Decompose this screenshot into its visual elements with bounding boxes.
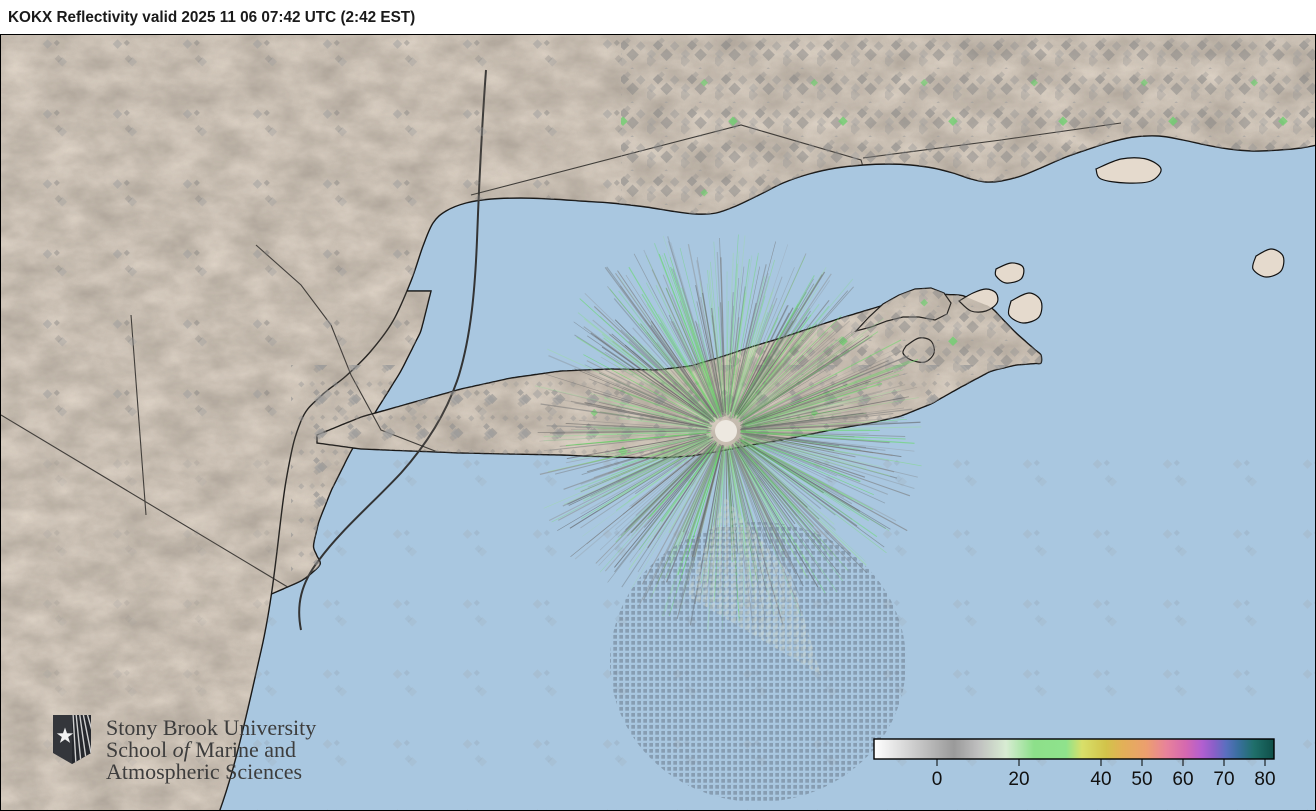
svg-text:50: 50 bbox=[1131, 769, 1152, 790]
svg-text:20: 20 bbox=[1008, 769, 1029, 790]
svg-text:60: 60 bbox=[1172, 769, 1193, 790]
svg-text:0: 0 bbox=[932, 769, 943, 790]
svg-text:Atmospheric Sciences: Atmospheric Sciences bbox=[106, 759, 302, 784]
svg-text:70: 70 bbox=[1213, 769, 1234, 790]
svg-text:40: 40 bbox=[1090, 769, 1111, 790]
svg-text:80: 80 bbox=[1254, 769, 1275, 790]
